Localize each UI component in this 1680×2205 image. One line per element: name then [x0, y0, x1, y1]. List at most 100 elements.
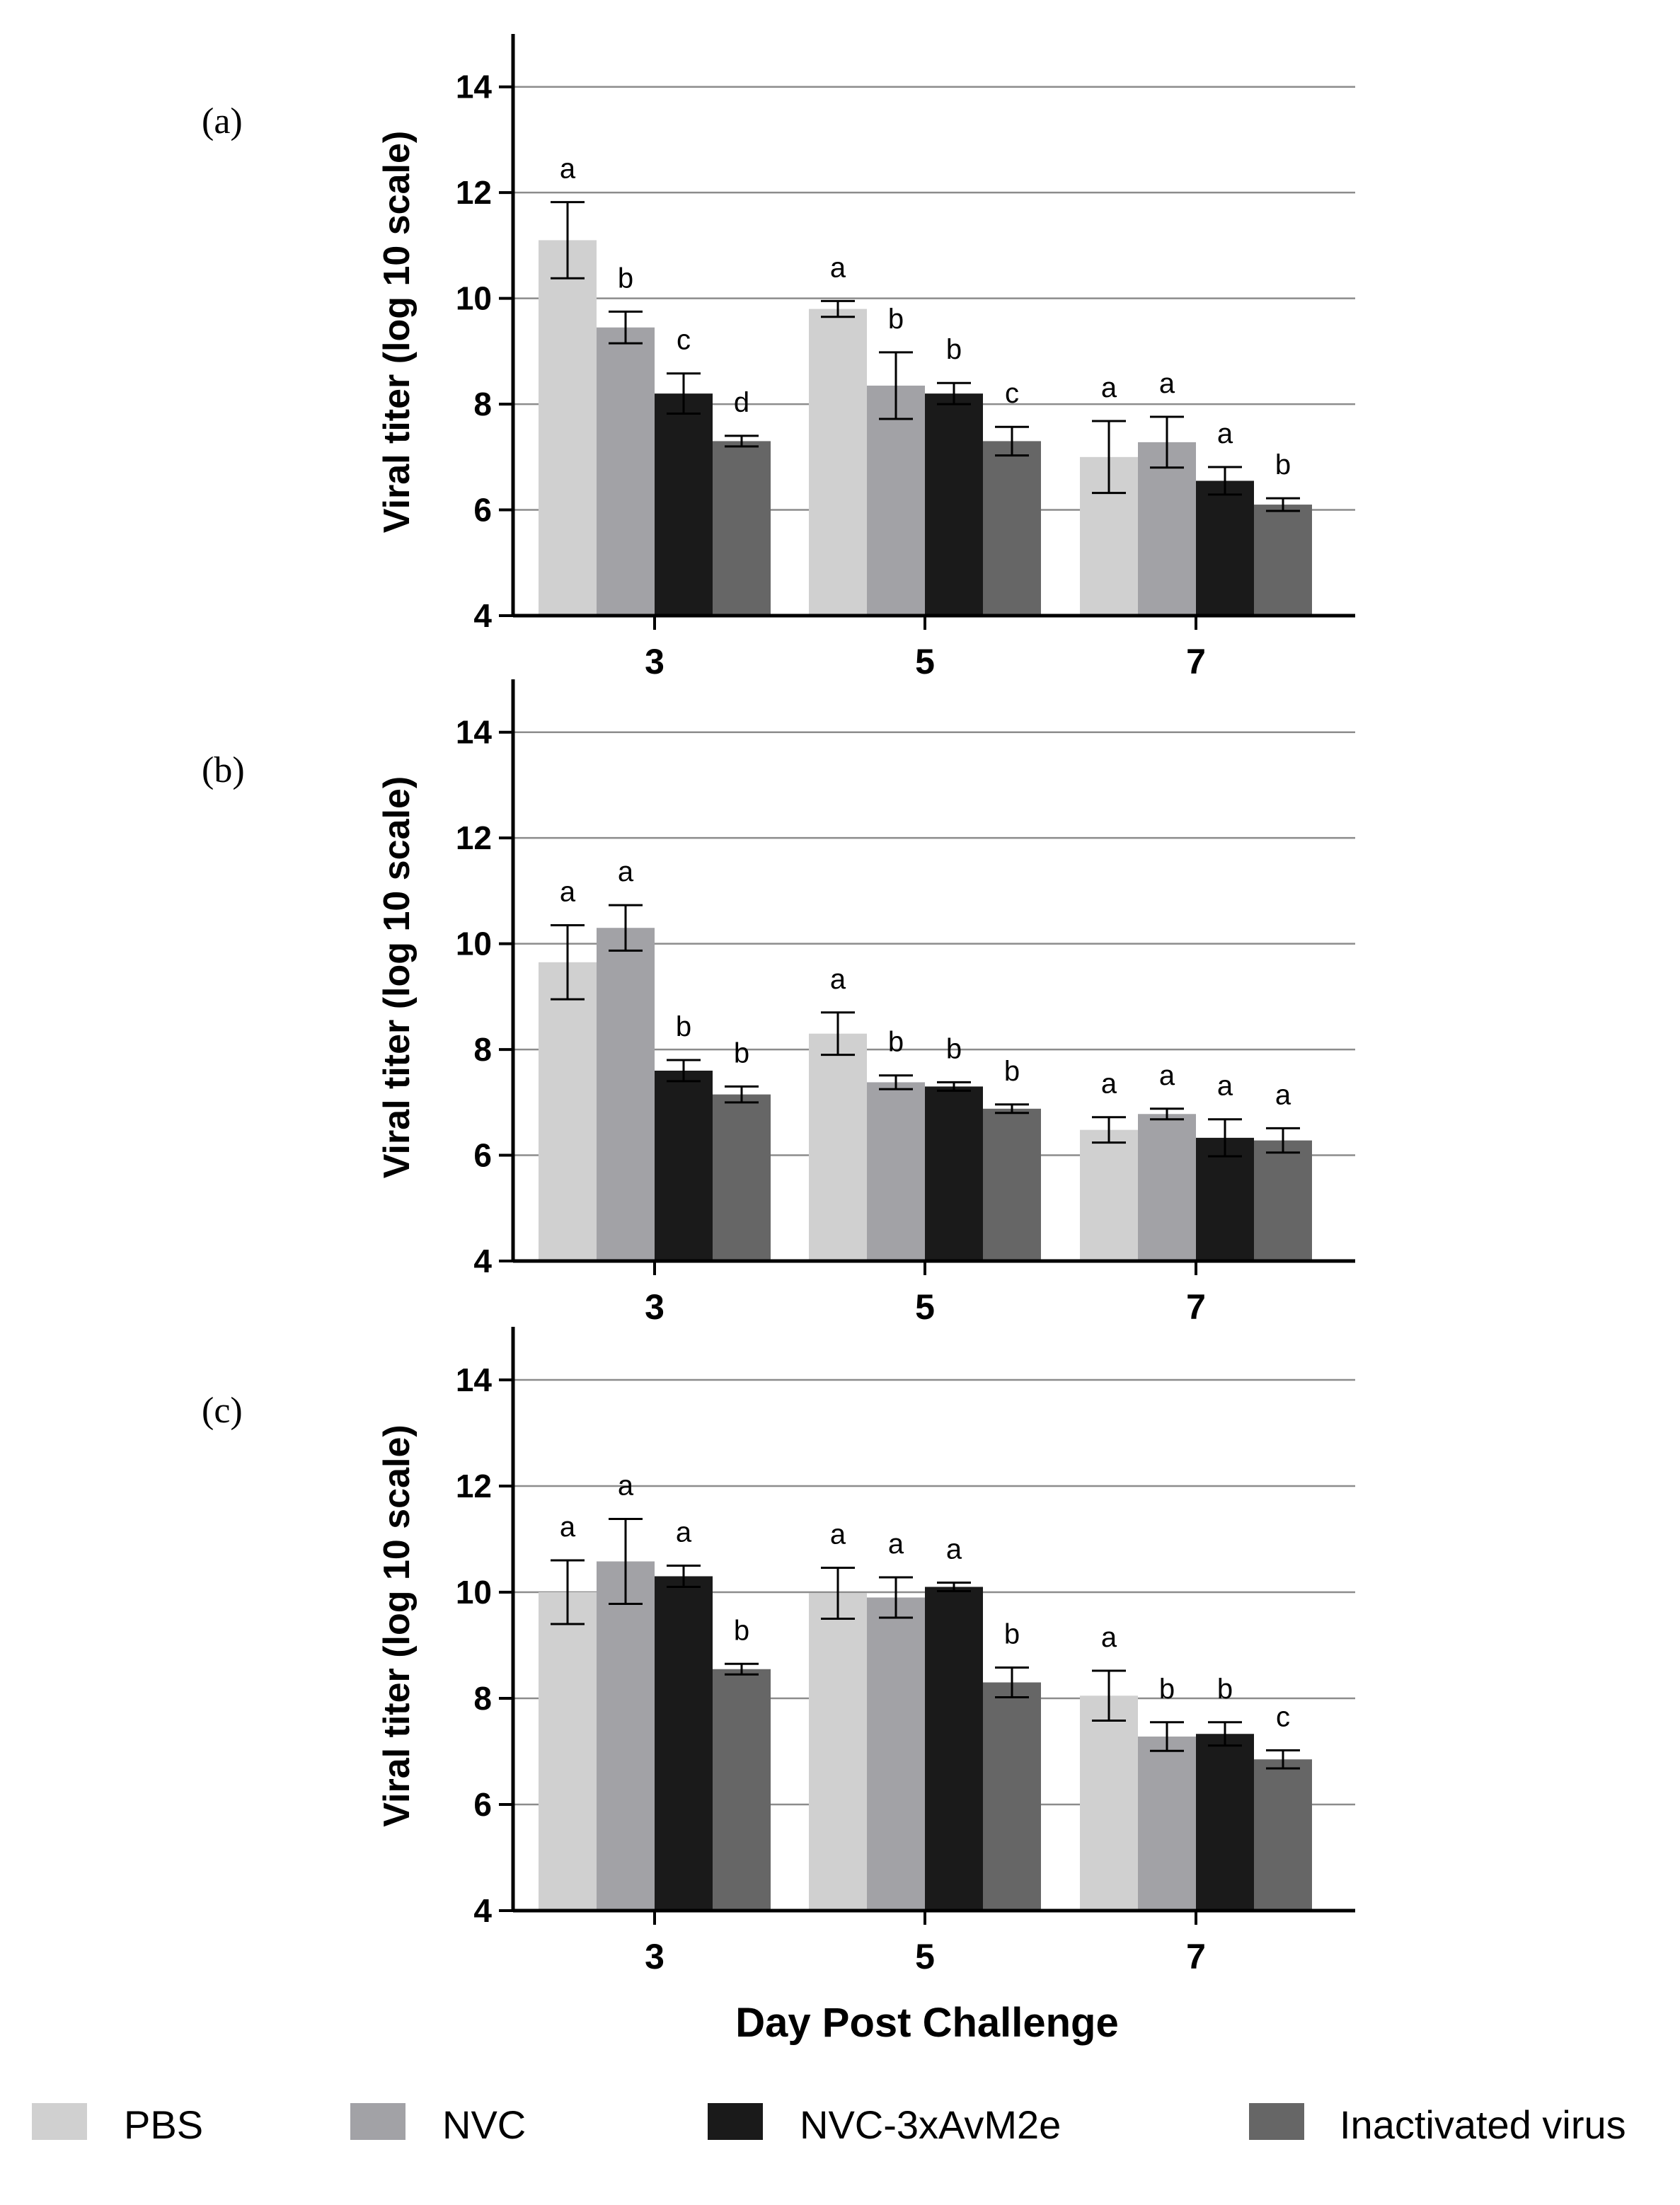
significance-letter: a	[560, 1512, 576, 1543]
bar	[925, 1086, 983, 1261]
y-tick-label: 14	[456, 1361, 493, 1398]
bar	[925, 393, 983, 616]
significance-letter: b	[734, 1037, 749, 1069]
y-tick-label: 4	[473, 1892, 492, 1929]
significance-letter: a	[676, 1517, 692, 1548]
legend-item: NVC	[350, 2102, 526, 2147]
y-tick-label: 10	[456, 280, 492, 317]
significance-letter: c	[1276, 1702, 1290, 1733]
bar	[1254, 505, 1312, 616]
bar	[867, 1082, 925, 1261]
x-axis-label: Day Post Challenge	[735, 2000, 1118, 2046]
y-tick-label: 14	[456, 69, 493, 105]
legend-swatch	[708, 2103, 763, 2140]
significance-letter: a	[560, 876, 576, 907]
significance-letter: a	[1275, 1079, 1291, 1110]
bar	[713, 1669, 771, 1911]
significance-letter: b	[888, 1027, 904, 1058]
chart-panel: (a) 4 6 8 10 12 14 a a a b b a c b a d c b 3 5 7 Viral titer (…	[202, 34, 1355, 681]
bar	[713, 1094, 771, 1261]
significance-letter: c	[1005, 378, 1019, 409]
significance-letter: a	[1159, 1060, 1175, 1091]
bar	[809, 1033, 867, 1261]
significance-letter: a	[1217, 1071, 1233, 1102]
bar	[1196, 1137, 1254, 1261]
bar	[597, 1561, 655, 1911]
significance-letter: c	[677, 325, 691, 356]
y-tick-label: 12	[456, 1468, 492, 1504]
significance-letter: a	[1101, 1622, 1117, 1653]
chart-panel: (c) 4 6 8 10 12 14 a a a a a b a a b b b c 3 5 7 Viral titer (…	[202, 1327, 1355, 2046]
bar	[867, 385, 925, 616]
bar	[1254, 1759, 1312, 1911]
legend-label: NVC	[442, 2102, 526, 2147]
significance-letter: a	[946, 1534, 962, 1565]
significance-letter: d	[734, 387, 749, 418]
legend: PBS NVC NVC-3xAvM2e Inactivated virus	[32, 2102, 1626, 2147]
bar	[1196, 480, 1254, 616]
y-tick-label: 4	[473, 1243, 492, 1279]
panels: (a) 4 6 8 10 12 14 a a a b b a c b a d c b 3 5 7 Viral titer (…	[202, 34, 1355, 2046]
bar	[809, 1593, 867, 1911]
panel-label: (c)	[202, 1391, 243, 1431]
significance-letter: b	[1159, 1674, 1175, 1705]
bar	[867, 1597, 925, 1911]
legend-label: NVC-3xAvM2e	[800, 2102, 1061, 2147]
significance-letter: a	[618, 856, 634, 887]
significance-letter: a	[1159, 368, 1175, 399]
x-tick-label: 3	[645, 1287, 664, 1327]
significance-letter: a	[618, 1470, 634, 1502]
chart-panel: (b) 4 6 8 10 12 14 a a a a b a b b a b b a 3 5 7 Viral titer (…	[202, 679, 1355, 1327]
x-tick-label: 7	[1186, 642, 1206, 681]
x-tick-label: 7	[1186, 1287, 1206, 1327]
significance-letter: a	[1101, 372, 1117, 403]
bar	[655, 393, 713, 616]
significance-letter: b	[1217, 1674, 1233, 1705]
legend-item: PBS	[32, 2102, 203, 2147]
bar	[713, 441, 771, 616]
y-tick-label: 12	[456, 174, 492, 211]
panel-label: (b)	[202, 750, 245, 790]
x-tick-label: 3	[645, 1937, 664, 1976]
y-axis-label: Viral titer (log 10 scale)	[376, 776, 418, 1178]
significance-letter: b	[676, 1011, 691, 1042]
y-axis-label: Viral titer (log 10 scale)	[376, 1424, 418, 1826]
y-axis-label: Viral titer (log 10 scale)	[376, 131, 418, 533]
significance-letter: b	[734, 1615, 749, 1646]
legend-item: Inactivated virus	[1249, 2102, 1626, 2147]
significance-letter: a	[560, 154, 576, 185]
bar	[983, 441, 1041, 616]
bar	[1254, 1140, 1312, 1261]
y-tick-label: 4	[473, 597, 492, 634]
y-tick-label: 14	[456, 714, 493, 751]
significance-letter: b	[1004, 1056, 1020, 1087]
y-tick-label: 6	[473, 1786, 492, 1823]
x-tick-label: 7	[1186, 1937, 1206, 1976]
significance-letter: a	[830, 1519, 846, 1550]
bar	[539, 1592, 597, 1911]
significance-letter: b	[946, 1033, 962, 1064]
bar	[597, 327, 655, 616]
significance-letter: b	[946, 334, 962, 365]
significance-letter: b	[618, 263, 633, 294]
x-tick-label: 3	[645, 642, 664, 681]
y-tick-label: 8	[473, 386, 492, 422]
bar	[1080, 1129, 1138, 1261]
bar	[1080, 1696, 1138, 1911]
y-tick-label: 6	[473, 492, 492, 529]
significance-letter: a	[830, 964, 846, 995]
y-tick-label: 12	[456, 819, 492, 856]
y-tick-label: 8	[473, 1031, 492, 1068]
legend-swatch	[350, 2103, 405, 2140]
y-tick-label: 10	[456, 1574, 492, 1611]
x-tick-label: 5	[915, 642, 935, 681]
significance-letter: a	[1217, 418, 1233, 449]
y-tick-label: 6	[473, 1137, 492, 1174]
bar	[983, 1108, 1041, 1261]
bar	[655, 1070, 713, 1261]
significance-letter: b	[888, 304, 904, 335]
bar	[539, 240, 597, 616]
y-tick-label: 10	[456, 926, 492, 962]
significance-letter: a	[830, 252, 846, 283]
bar	[539, 962, 597, 1261]
